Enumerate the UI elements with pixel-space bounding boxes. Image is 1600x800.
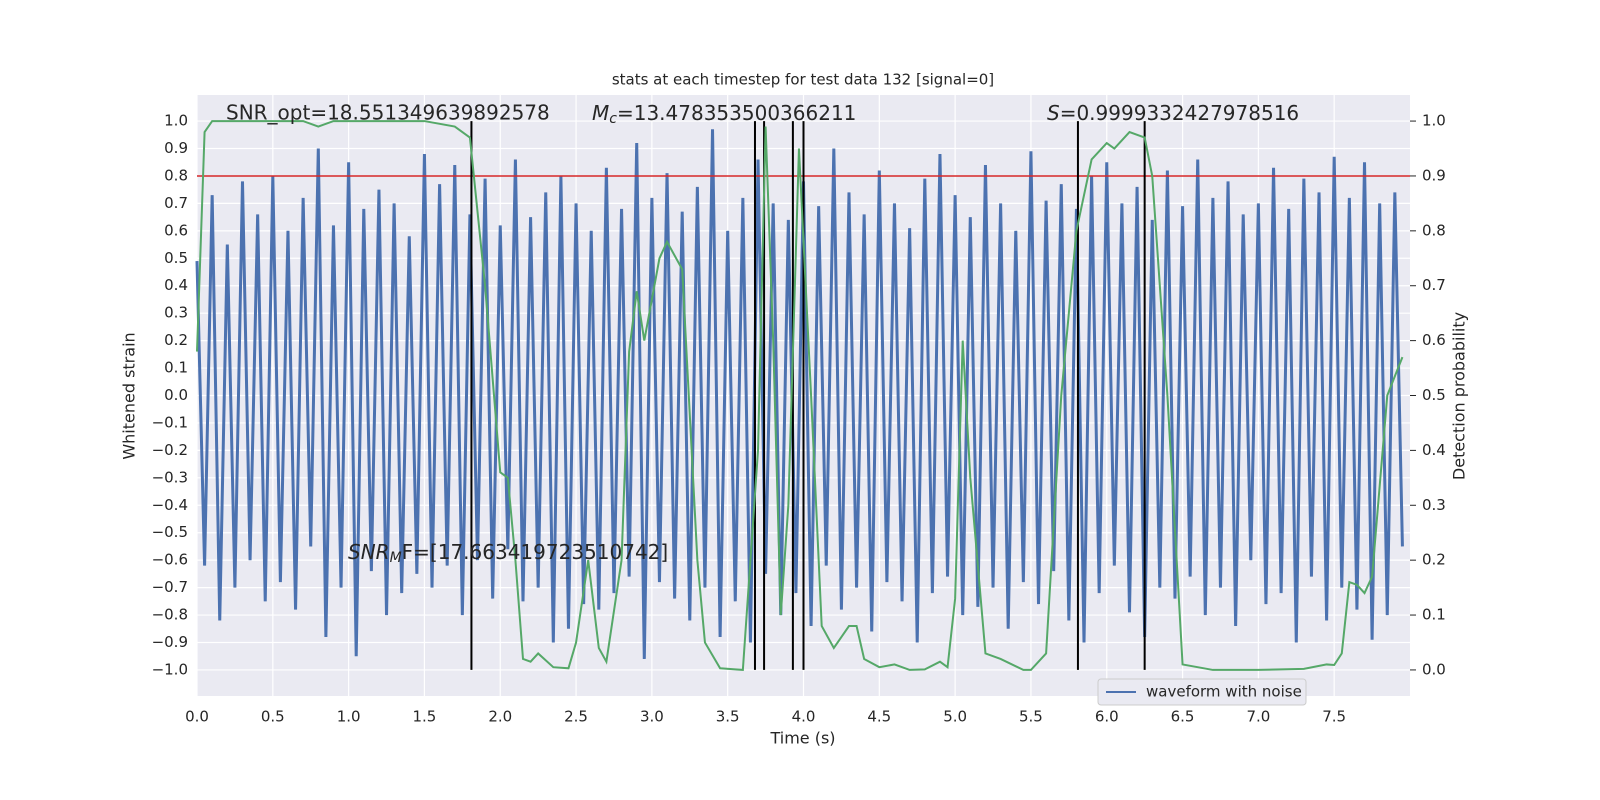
- y-tick-label: 0.2: [164, 331, 188, 349]
- annotation: SNR_opt=18.551349639892578: [226, 101, 550, 125]
- annotation-symbol: S: [1047, 101, 1060, 125]
- y-tick-label: 0.6: [164, 221, 188, 239]
- x-tick-label: 0.0: [185, 708, 209, 726]
- chart-title: stats at each timestep for test data 132…: [612, 71, 994, 89]
- legend: waveform with noise: [1097, 678, 1307, 706]
- y-tick-label: −0.8: [152, 606, 188, 624]
- x-tick-label: 0.5: [261, 708, 285, 726]
- y-tick-label: 0.3: [164, 304, 188, 322]
- y2-tick-label: 0.7: [1422, 276, 1446, 294]
- y-tick-label: 0.7: [164, 194, 188, 212]
- x-tick-label: 4.0: [792, 708, 816, 726]
- legend-box: [1097, 678, 1307, 706]
- y-tick-label: −0.7: [152, 578, 188, 596]
- legend-label: waveform with noise: [1146, 683, 1302, 701]
- x-tick-label: 4.5: [867, 708, 891, 726]
- annotation-text: F=[17.663419723510742]: [402, 540, 669, 564]
- series-line: [195, 129, 1404, 659]
- y-tick-label: 0.4: [164, 276, 188, 294]
- x-axis-label: Time (s): [769, 729, 835, 748]
- labels: 0.0 0.5 1.0 1.5 2.0 2.5 3.0 3.5 4.0 4.5 5.0 5.5 6.0 6…: [152, 112, 1446, 726]
- y-tick-label: −0.1: [152, 413, 188, 431]
- annotation-subscript: c: [609, 111, 617, 127]
- y-tick-label: −0.5: [152, 523, 188, 541]
- y2-tick-label: 0.5: [1422, 386, 1446, 404]
- annotation-text: =0.9999332427978516: [1060, 101, 1299, 125]
- annotation: S=0.9999332427978516: [1047, 101, 1299, 125]
- y2-tick-label: 0.6: [1422, 331, 1446, 349]
- y2-tick-label: 0.9: [1422, 166, 1446, 184]
- y-tick-label: −1.0: [152, 660, 188, 678]
- x-tick-label: 3.0: [640, 708, 664, 726]
- y2-tick-label: 0.3: [1422, 496, 1446, 514]
- y2-tick-label: 0.0: [1422, 660, 1446, 678]
- y-tick-label: −0.3: [152, 468, 188, 486]
- annotation-symbol: M: [592, 101, 609, 125]
- x-tick-label: 5.0: [943, 708, 967, 726]
- x-tick-label: 1.5: [413, 708, 437, 726]
- annotation-subscript: M: [390, 550, 402, 566]
- y-tick-label: 0.5: [164, 249, 188, 267]
- y-tick-label: 0.8: [164, 166, 188, 184]
- y-tick-label: 0.1: [164, 359, 188, 377]
- y2-axis-label: Detection probability: [1450, 312, 1469, 480]
- x-tick-label: 6.0: [1095, 708, 1119, 726]
- y-tick-label: 0.0: [164, 386, 188, 404]
- y2-tick-label: 0.4: [1422, 441, 1446, 459]
- y2-tick-label: 0.8: [1422, 221, 1446, 239]
- y-tick-label: −0.6: [152, 551, 188, 569]
- y-tick-label: 1.0: [164, 112, 188, 130]
- probability-line: [196, 120, 1404, 671]
- x-tick-label: 7.5: [1322, 708, 1346, 726]
- y2-tick-label: 0.2: [1422, 551, 1446, 569]
- marks: [195, 120, 1410, 671]
- annotation: SNRMF=[17.663419723510742]: [348, 540, 668, 567]
- y2-tick-label: 0.1: [1422, 606, 1446, 624]
- x-tick-label: 3.5: [716, 708, 740, 726]
- x-tick-label: 5.5: [1019, 708, 1043, 726]
- y-tick-label: 0.9: [164, 139, 188, 157]
- x-tick-label: 6.5: [1171, 708, 1195, 726]
- x-tick-label: 1.0: [337, 708, 361, 726]
- y-tick-label: −0.4: [152, 496, 188, 514]
- y-tick-label: −0.9: [152, 633, 188, 651]
- x-tick-label: 2.0: [488, 708, 512, 726]
- y-axis-label: Whitened strain: [120, 332, 139, 459]
- x-tick-label: 2.5: [564, 708, 588, 726]
- y-tick-label: −0.2: [152, 441, 188, 459]
- annotation: Mc=13.478353500366211: [592, 101, 856, 128]
- annotation-text: =13.478353500366211: [617, 101, 856, 125]
- y2-tick-label: 1.0: [1422, 112, 1446, 130]
- annotation-symbol: SNR: [348, 540, 390, 564]
- x-tick-label: 7.0: [1246, 708, 1270, 726]
